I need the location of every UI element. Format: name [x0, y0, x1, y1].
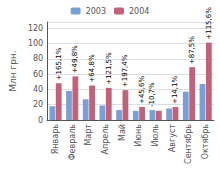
svg-text:2003: 2003 [86, 7, 106, 16]
svg-text:Август: Август [168, 124, 177, 153]
svg-text:+115,6%: +115,6% [205, 7, 213, 40]
svg-text:-10,7%: -10,7% [148, 82, 156, 107]
svg-text:Январь: Январь [51, 124, 60, 154]
svg-text:40: 40 [33, 85, 43, 94]
svg-text:Июнь: Июнь [134, 124, 143, 147]
svg-text:Май: Май [118, 124, 127, 141]
svg-text:+87,5%: +87,5% [188, 36, 196, 64]
svg-text:Июль: Июль [151, 124, 160, 147]
svg-text:+49,8%: +49,8% [71, 45, 79, 73]
svg-text:Апрель: Апрель [101, 124, 110, 155]
svg-text:0: 0 [38, 116, 43, 125]
svg-text:Март: Март [84, 124, 93, 146]
svg-text:+45,6%: +45,6% [138, 76, 146, 104]
svg-text:+197,4%: +197,4% [121, 54, 129, 87]
svg-text:120: 120 [28, 24, 43, 33]
svg-text:Октябрь: Октябрь [201, 124, 210, 160]
svg-text:2004: 2004 [129, 7, 149, 16]
svg-text:80: 80 [33, 54, 43, 63]
svg-text:Февраль: Февраль [68, 124, 77, 161]
svg-text:Млн грн.: Млн грн. [8, 50, 18, 91]
svg-text:+165,1%: +165,1% [55, 47, 63, 80]
svg-text:20: 20 [33, 100, 43, 109]
svg-text:+14,1%: +14,1% [171, 76, 179, 104]
svg-text:60: 60 [33, 70, 43, 79]
svg-text:+64,8%: +64,8% [88, 54, 96, 82]
svg-text:100: 100 [28, 39, 43, 48]
svg-text:Сентябрь: Сентябрь [184, 124, 193, 164]
svg-text:+121,5%: +121,5% [105, 52, 113, 85]
